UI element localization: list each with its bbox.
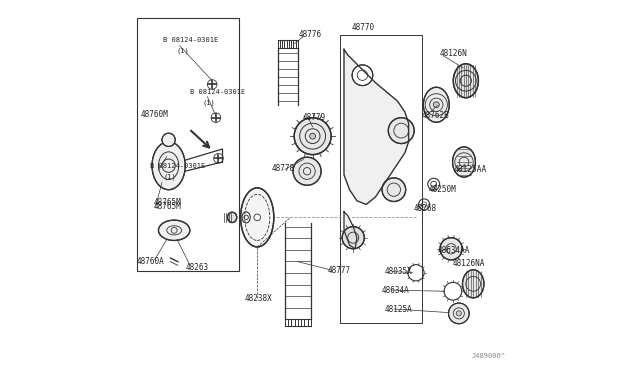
- Text: (1): (1): [163, 173, 176, 180]
- Text: 48238X: 48238X: [244, 294, 272, 303]
- Text: 48760M: 48760M: [141, 109, 169, 119]
- FancyBboxPatch shape: [137, 18, 239, 271]
- Text: 48125A: 48125A: [385, 305, 413, 314]
- Ellipse shape: [227, 212, 237, 222]
- Circle shape: [342, 227, 364, 249]
- Ellipse shape: [453, 64, 478, 98]
- Circle shape: [293, 157, 321, 185]
- Circle shape: [294, 118, 331, 155]
- Text: B 08124-0301E: B 08124-0301E: [150, 163, 205, 169]
- Text: 48126N: 48126N: [440, 49, 467, 58]
- Text: 48776: 48776: [299, 30, 322, 39]
- Ellipse shape: [424, 87, 449, 122]
- Text: 48762B: 48762B: [421, 111, 449, 121]
- Polygon shape: [344, 49, 408, 205]
- Ellipse shape: [452, 147, 476, 177]
- Text: (1): (1): [203, 100, 216, 106]
- Circle shape: [382, 178, 406, 202]
- Text: J489000^: J489000^: [472, 353, 506, 359]
- Circle shape: [449, 303, 469, 324]
- Text: 48778: 48778: [272, 164, 295, 173]
- Text: 48779: 48779: [303, 113, 326, 122]
- Text: 48125AA: 48125AA: [454, 165, 487, 174]
- Text: 48126NA: 48126NA: [453, 259, 485, 268]
- Circle shape: [388, 118, 414, 144]
- Ellipse shape: [152, 142, 185, 190]
- Ellipse shape: [159, 220, 190, 240]
- Text: 48634AA: 48634AA: [437, 246, 470, 255]
- Polygon shape: [344, 212, 357, 249]
- Ellipse shape: [241, 188, 274, 247]
- Text: B 08124-0301E: B 08124-0301E: [190, 89, 245, 95]
- Circle shape: [162, 133, 175, 147]
- Circle shape: [440, 238, 462, 260]
- Circle shape: [456, 311, 461, 316]
- Text: 48263: 48263: [185, 263, 209, 272]
- Text: 48035X: 48035X: [385, 267, 413, 276]
- Circle shape: [352, 65, 372, 86]
- Text: 48760A: 48760A: [136, 257, 164, 266]
- Text: B 08124-0301E: B 08124-0301E: [163, 37, 218, 43]
- Text: 48268: 48268: [413, 203, 436, 213]
- Text: 48634A: 48634A: [382, 286, 410, 295]
- Text: 48765M: 48765M: [154, 202, 182, 211]
- Text: 48765M: 48765M: [154, 198, 181, 207]
- Circle shape: [310, 133, 316, 139]
- Text: 48770: 48770: [351, 23, 375, 32]
- Text: 48250M: 48250M: [429, 185, 457, 194]
- Circle shape: [433, 102, 439, 108]
- Text: (1): (1): [176, 48, 189, 54]
- FancyBboxPatch shape: [340, 35, 422, 323]
- Ellipse shape: [463, 270, 484, 298]
- Text: 48777: 48777: [328, 266, 351, 275]
